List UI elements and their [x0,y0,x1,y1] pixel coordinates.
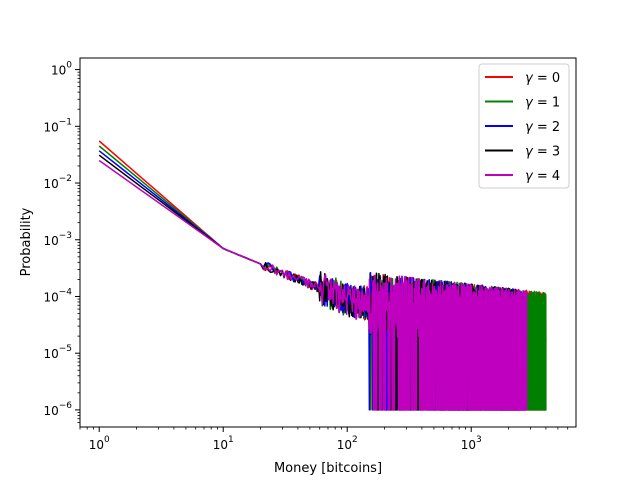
y-tick-label: 10−1 [43,117,72,134]
y-tick-label: 10−6 [43,401,72,418]
x-axis: 100 101 102 103 [79,427,569,452]
y-tick-label: 10−3 [43,231,72,248]
series-line-4 [98,159,528,411]
y-tick-label: 100 [51,61,72,78]
x-tick-label: 100 [89,435,110,452]
legend-label: γ = 2 [525,120,560,135]
x-tick-label: 103 [461,435,482,452]
y-tick-label: 10−5 [43,344,72,361]
y-axis: 10−6 10−5 10−4 10−3 10−2 10−1 100 [43,61,80,423]
legend-label: γ = 1 [525,96,560,111]
y-tick-label: 10−4 [43,287,72,304]
x-tick-label: 102 [337,435,358,452]
series-layer [98,140,547,411]
legend: γ = 0 γ = 1 γ = 2 γ = 3 γ = 4 [478,63,570,189]
y-axis-label: Probability [19,207,34,276]
legend-label: γ = 4 [525,169,560,184]
legend-box [478,63,570,189]
x-axis-label: Money [bitcoins] [274,461,382,476]
legend-label: γ = 0 [525,71,560,86]
legend-label: γ = 3 [525,145,560,160]
y-tick-label: 10−2 [43,174,72,191]
x-tick-label: 101 [213,435,234,452]
